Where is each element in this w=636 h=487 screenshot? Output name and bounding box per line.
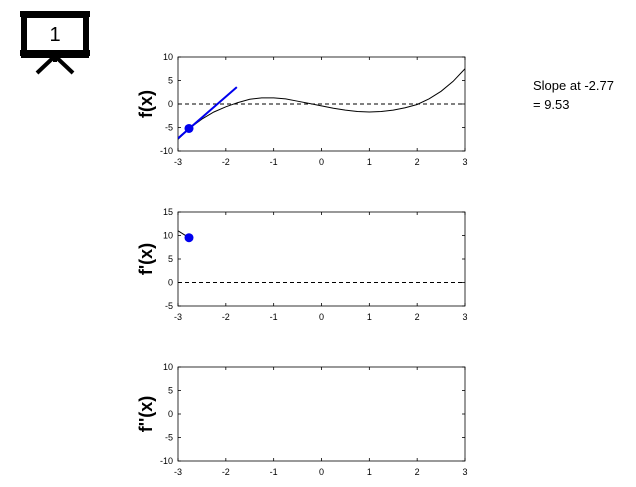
- x-tick-label: 3: [462, 157, 467, 167]
- y-tick-label: 0: [168, 278, 173, 288]
- plot-frame: [177, 211, 466, 307]
- y-tick-label: 5: [168, 386, 173, 396]
- x-tick-label: -3: [174, 312, 182, 322]
- y-tick-label: -10: [160, 456, 173, 466]
- x-tick-label: -3: [174, 467, 182, 477]
- current-point-marker: [184, 233, 194, 243]
- plot-frame: [177, 366, 466, 462]
- x-tick-label: 2: [415, 157, 420, 167]
- current-point-marker: [184, 123, 194, 133]
- x-tick-label: 1: [367, 157, 372, 167]
- series-function: [178, 68, 465, 140]
- presentation-board-icon[interactable]: 1: [20, 11, 90, 75]
- x-tick-label: -1: [270, 312, 278, 322]
- y-tick-label: 5: [168, 254, 173, 264]
- y-axis-label-f-prime-x: f'(x): [136, 243, 156, 275]
- y-axis-label-f-double-prime-x: f''(x): [136, 396, 156, 433]
- y-tick-label: -5: [165, 123, 173, 133]
- y-tick-label: 15: [163, 207, 173, 217]
- y-tick-label: 10: [163, 231, 173, 241]
- x-tick-label: 3: [462, 312, 467, 322]
- x-tick-label: -3: [174, 157, 182, 167]
- x-tick-label: 2: [415, 312, 420, 322]
- presentation-number: 1: [49, 24, 60, 46]
- y-tick-label: 10: [163, 362, 173, 372]
- y-tick-label: 5: [168, 76, 173, 86]
- y-tick-label: 0: [168, 99, 173, 109]
- y-tick-label: 0: [168, 409, 173, 419]
- y-tick-label: -10: [160, 146, 173, 156]
- x-tick-label: 0: [319, 157, 324, 167]
- x-tick-label: -2: [222, 157, 230, 167]
- y-tick-label: -5: [165, 433, 173, 443]
- x-tick-label: 1: [367, 312, 372, 322]
- y-tick-label: 10: [163, 52, 173, 62]
- x-tick-label: -1: [270, 157, 278, 167]
- slope-readout: Slope at -2.77 = 9.53: [533, 76, 614, 114]
- subplot-2: -3 -2 -1 0 1 2 3 15 10 5 0 -5 f'(x): [136, 207, 468, 322]
- x-tick-label: 1: [367, 467, 372, 477]
- y-axis-label-f-x: f(x): [136, 90, 156, 118]
- slope-readout-line2: = 9.53: [533, 97, 570, 112]
- x-tick-label: 2: [415, 467, 420, 477]
- x-tick-label: -2: [222, 467, 230, 477]
- y-tick-label: -5: [165, 301, 173, 311]
- x-tick-label: -1: [270, 467, 278, 477]
- x-tick-label: 3: [462, 467, 467, 477]
- x-tick-label: 0: [319, 467, 324, 477]
- x-tick-label: 0: [319, 312, 324, 322]
- x-tick-label: -2: [222, 312, 230, 322]
- slope-readout-line1: Slope at -2.77: [533, 78, 614, 93]
